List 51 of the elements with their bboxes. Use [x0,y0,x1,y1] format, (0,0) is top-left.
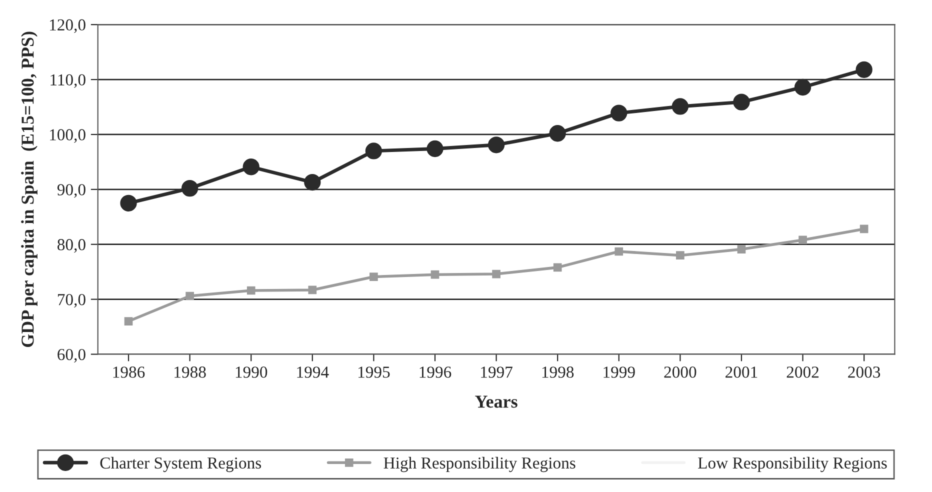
point [614,247,624,256]
point [370,272,378,281]
x-tick-label: 1998 [542,366,574,378]
point [124,317,133,326]
x-tick-label: 1997 [481,366,512,378]
point [304,174,321,191]
x-tick-label: 1999 [604,366,635,378]
y-tick-label: 60,0 [58,348,86,363]
legend-label: Low Responsibility Regions [698,456,887,472]
point [737,245,746,254]
y-tick-label: 110,0 [50,74,86,88]
x-tick-label: 1995 [358,366,390,378]
x-tick-label: 1990 [236,366,268,378]
point [856,61,872,78]
legend-label: High Responsibility Regions [384,456,576,472]
y-tick-label: 70,0 [58,294,86,308]
x-tick-label: 1986 [113,366,145,378]
point [794,78,812,96]
x-tick-label: 2001 [726,366,758,378]
point [120,194,137,212]
point [860,224,868,234]
point [488,136,505,154]
point [426,140,444,158]
x-axis-title: Years [475,396,518,408]
legend-label: Charter System Regions [100,456,262,472]
point [672,98,689,115]
point [246,286,256,295]
x-tick-label: 1988 [174,366,206,378]
point [308,286,317,294]
point [549,125,566,142]
y-tick-label: 80,0 [58,239,86,253]
x-tick-label: 2003 [848,366,880,378]
point [181,180,198,197]
x-tick-label: 1994 [297,366,329,378]
point [242,158,260,176]
y-tick-label: 90,0 [57,184,86,198]
point [430,270,440,279]
point [798,236,807,244]
point [553,263,562,272]
point [676,251,684,260]
y-axis-title: GDP per capita in Spain (E15=100, PPS) [21,32,38,348]
y-tick-label: 100,0 [50,129,86,143]
point [186,292,194,300]
point [492,270,500,278]
y-tick-label: 120,0 [50,19,86,33]
x-tick-label: 1996 [420,366,452,378]
point [733,94,750,110]
x-tick-label: 2002 [786,366,819,378]
point [610,104,628,122]
point [365,142,382,160]
x-tick-label: 2000 [664,366,696,378]
